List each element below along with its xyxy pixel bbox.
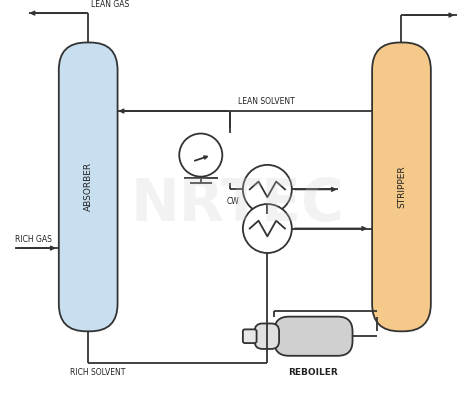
Text: RICH GAS: RICH GAS — [15, 235, 52, 244]
Text: CW: CW — [226, 197, 239, 206]
Text: STRIPPER: STRIPPER — [397, 165, 406, 208]
Text: LEAN SOLVENT: LEAN SOLVENT — [238, 97, 295, 106]
FancyBboxPatch shape — [59, 42, 118, 331]
Circle shape — [243, 204, 292, 253]
FancyBboxPatch shape — [255, 323, 279, 349]
Circle shape — [243, 165, 292, 214]
Text: RICH SOLVENT: RICH SOLVENT — [70, 367, 126, 376]
Text: REBOILER: REBOILER — [289, 367, 338, 376]
Text: NRTEC: NRTEC — [130, 176, 344, 233]
Circle shape — [179, 134, 222, 176]
FancyBboxPatch shape — [243, 329, 256, 343]
Text: ABSORBER: ABSORBER — [84, 162, 93, 211]
FancyBboxPatch shape — [372, 42, 431, 331]
FancyBboxPatch shape — [274, 317, 353, 356]
Text: LEAN GAS: LEAN GAS — [91, 0, 129, 9]
